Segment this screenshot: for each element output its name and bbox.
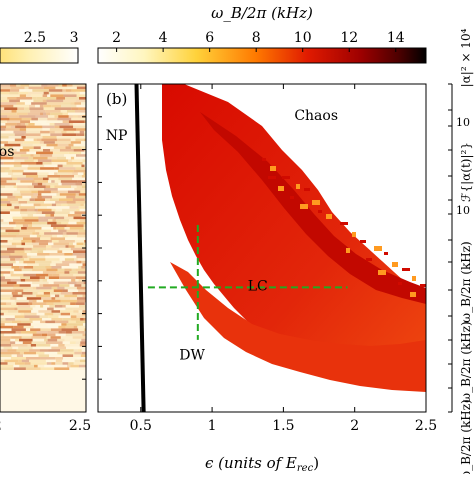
np-boundary-line — [134, 83, 146, 413]
region-label-chaos: Chaos — [294, 108, 338, 124]
lc-upper-band — [200, 112, 426, 304]
lc-dw-region — [162, 84, 426, 390]
right-label-1: 10 — [456, 116, 470, 129]
colorbar-tick-label: 6 — [205, 30, 214, 46]
right-colorbar-ticks: 2 4 6 8 10 12 14 — [112, 30, 405, 52]
left-colorbar-ticks: 2.5 3 — [24, 30, 79, 46]
colorbar-tick-label: 2 — [112, 30, 121, 46]
left-x-tick-label: 2 — [0, 418, 2, 434]
panel-b — [97, 83, 427, 413]
colorbar-tick-label: 4 — [159, 30, 168, 46]
right-side-axes: |α|² × 10⁴ 10 ℱ{|α(t)|²} 10 ω_B/2π (kHz)… — [448, 28, 473, 478]
x-tick-label: 2.5 — [415, 418, 437, 434]
chaos-speckles — [262, 158, 426, 297]
dw-lower-region — [170, 262, 426, 392]
right-label-5: ω_B/2π (kHz) — [459, 321, 473, 402]
left-panel — [0, 83, 87, 413]
right-label-0: |α|² × 10⁴ — [459, 28, 473, 87]
region-label-np: NP — [106, 128, 128, 144]
right-colorbar — [97, 47, 427, 64]
left-colorbar-tick-label: 2.5 — [24, 30, 46, 46]
left-region-label-chaos: Chaos — [0, 144, 14, 160]
right-label-2: ℱ{|α(t)|²} — [459, 142, 473, 202]
panel-b-x-ticks: 0.5 1 1.5 2 2.5 — [82, 83, 437, 434]
region-label-dw: DW — [179, 348, 205, 364]
colorbar-tick-label: 8 — [252, 30, 261, 46]
x-axis-label: ϵ (units of Erec) — [205, 454, 319, 474]
region-label-lc: LC — [248, 279, 268, 295]
colorbar-tick-label: 14 — [387, 30, 405, 46]
colorbar-tick-label: 12 — [340, 30, 358, 46]
right-label-4: ω_B/2π (kHz) — [459, 241, 473, 322]
right-label-3: 10 — [456, 204, 470, 217]
left-colorbar — [0, 47, 79, 64]
colorbar-tick-label: 10 — [294, 30, 312, 46]
left-heatmap-texture — [0, 84, 86, 370]
x-tick-label: 1 — [208, 418, 217, 434]
x-tick-label: 1.5 — [272, 418, 294, 434]
right-label-6: ω_B/2π (kHz) — [459, 399, 473, 474]
left-colorbar-tick-label: 3 — [70, 30, 79, 46]
colorbar-label: ω_B/2π (kHz) — [211, 4, 313, 22]
x-tick-label: 2 — [350, 418, 359, 434]
left-x-tick-label: 2.5 — [69, 418, 91, 434]
left-x-ticks: 22.5 — [0, 418, 91, 434]
x-tick-label: 0.5 — [130, 418, 152, 434]
panel-label-b: (b) — [106, 90, 127, 108]
